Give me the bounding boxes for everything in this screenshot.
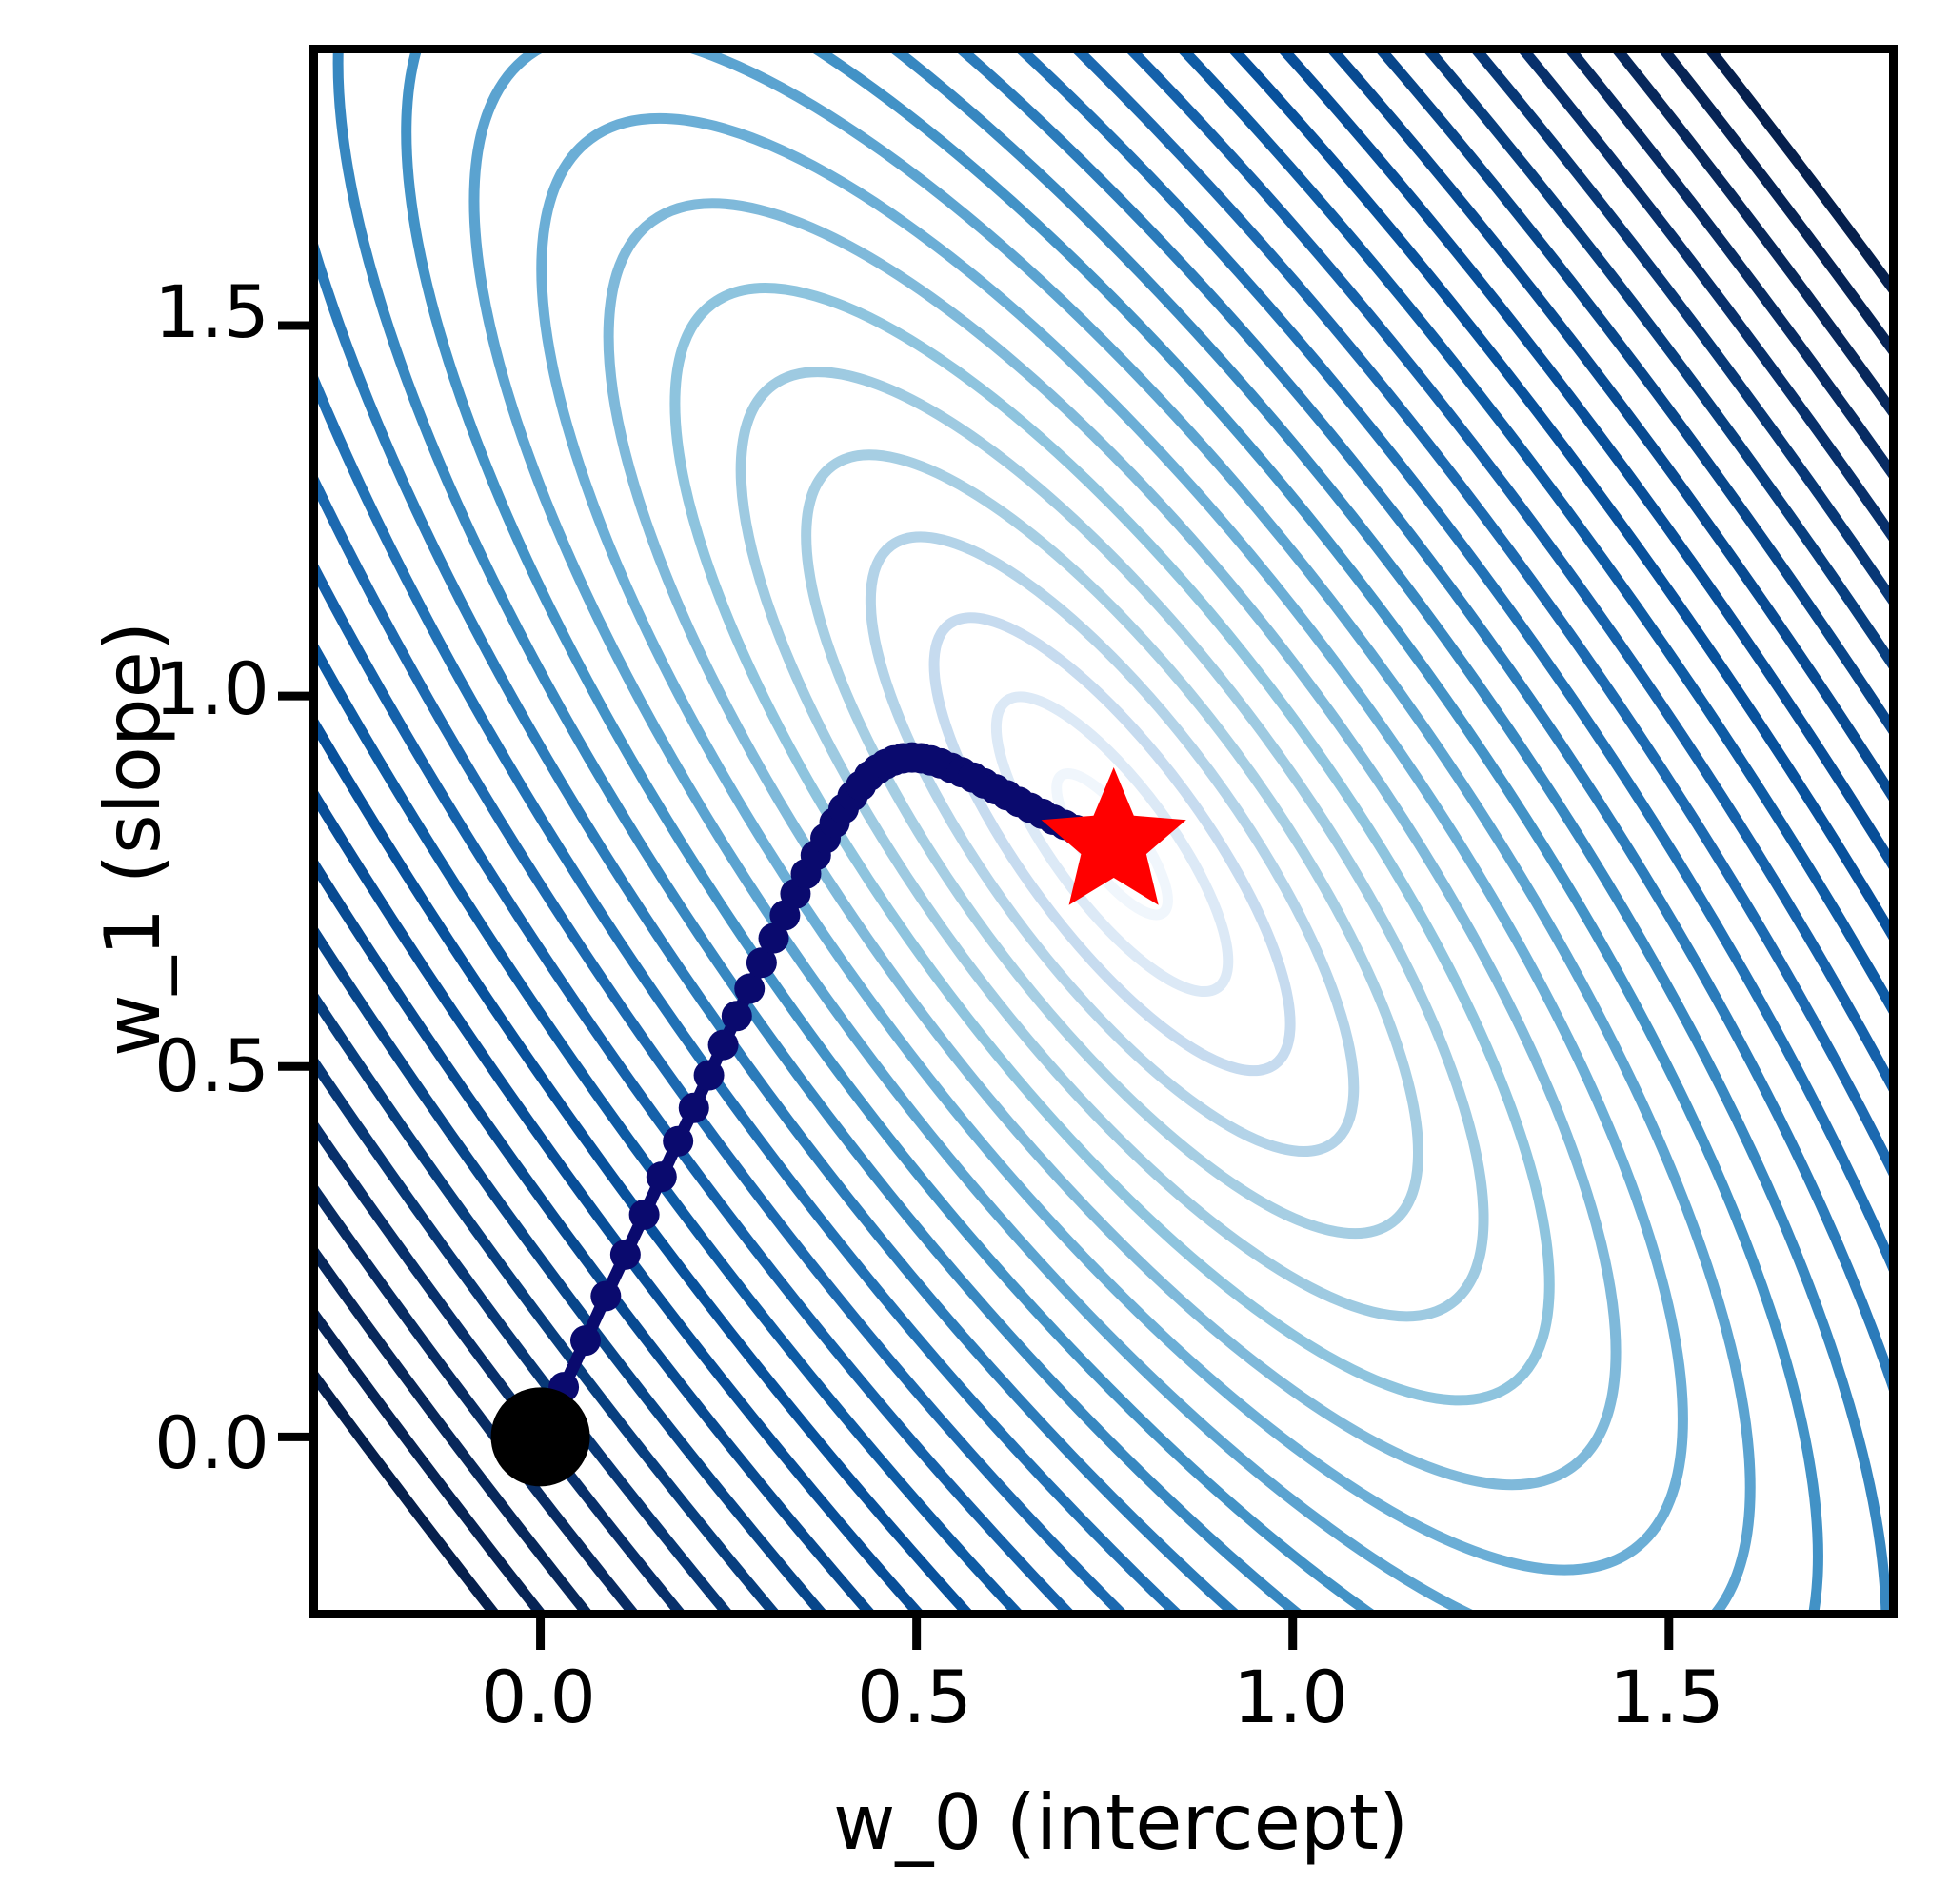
trajectory-step-dot — [734, 973, 766, 1004]
x-tick-label-0: 0.0 — [481, 1655, 596, 1739]
trajectory-step-dot — [678, 1092, 709, 1123]
y-tick-label-3: 1.5 — [154, 269, 269, 354]
axes-spines — [309, 45, 1898, 1618]
trajectory-step-dot — [721, 1001, 752, 1032]
trajectory-step-dot — [590, 1280, 622, 1312]
contour-line — [735, 367, 1489, 1322]
start-point-marker — [490, 1387, 590, 1487]
y-tick-label-0: 0.0 — [154, 1400, 269, 1485]
trajectory-step-dot — [663, 1125, 694, 1157]
trajectory-step-dot — [746, 947, 777, 979]
contour-line — [603, 198, 1622, 1491]
x-tick-label-1: 0.5 — [857, 1655, 972, 1739]
x-axis-title: w_0 (intercept) — [833, 1778, 1409, 1867]
contour-line — [801, 449, 1423, 1240]
trajectory-step-dot — [628, 1199, 660, 1230]
x-tick-label-3: 1.5 — [1609, 1655, 1724, 1739]
trajectory-step-dot — [646, 1161, 677, 1193]
contour-line — [990, 691, 1234, 998]
y-axis-ticks — [278, 321, 309, 1441]
y-axis-title: w_1 (slope) — [89, 621, 177, 1057]
x-tick-label-2: 1.0 — [1233, 1655, 1348, 1739]
trajectory-step-dot — [569, 1325, 601, 1357]
contour-line — [332, 45, 1892, 1618]
contour-line — [401, 45, 1823, 1618]
contour-line — [536, 112, 1688, 1576]
trajectory-step-dot — [758, 922, 789, 954]
contour-line — [468, 45, 1756, 1618]
x-axis-ticks — [536, 1618, 1674, 1650]
contour-line — [865, 531, 1360, 1157]
optimum-star-marker — [1041, 767, 1186, 905]
trajectory-step-dot — [707, 1029, 739, 1061]
y-tick-label-1: 0.5 — [154, 1023, 269, 1108]
trajectory-step-dot — [609, 1239, 641, 1270]
contour-line — [928, 612, 1296, 1077]
trajectory-step-dot — [693, 1060, 725, 1091]
y-tick-label-2: 1.0 — [154, 646, 269, 731]
